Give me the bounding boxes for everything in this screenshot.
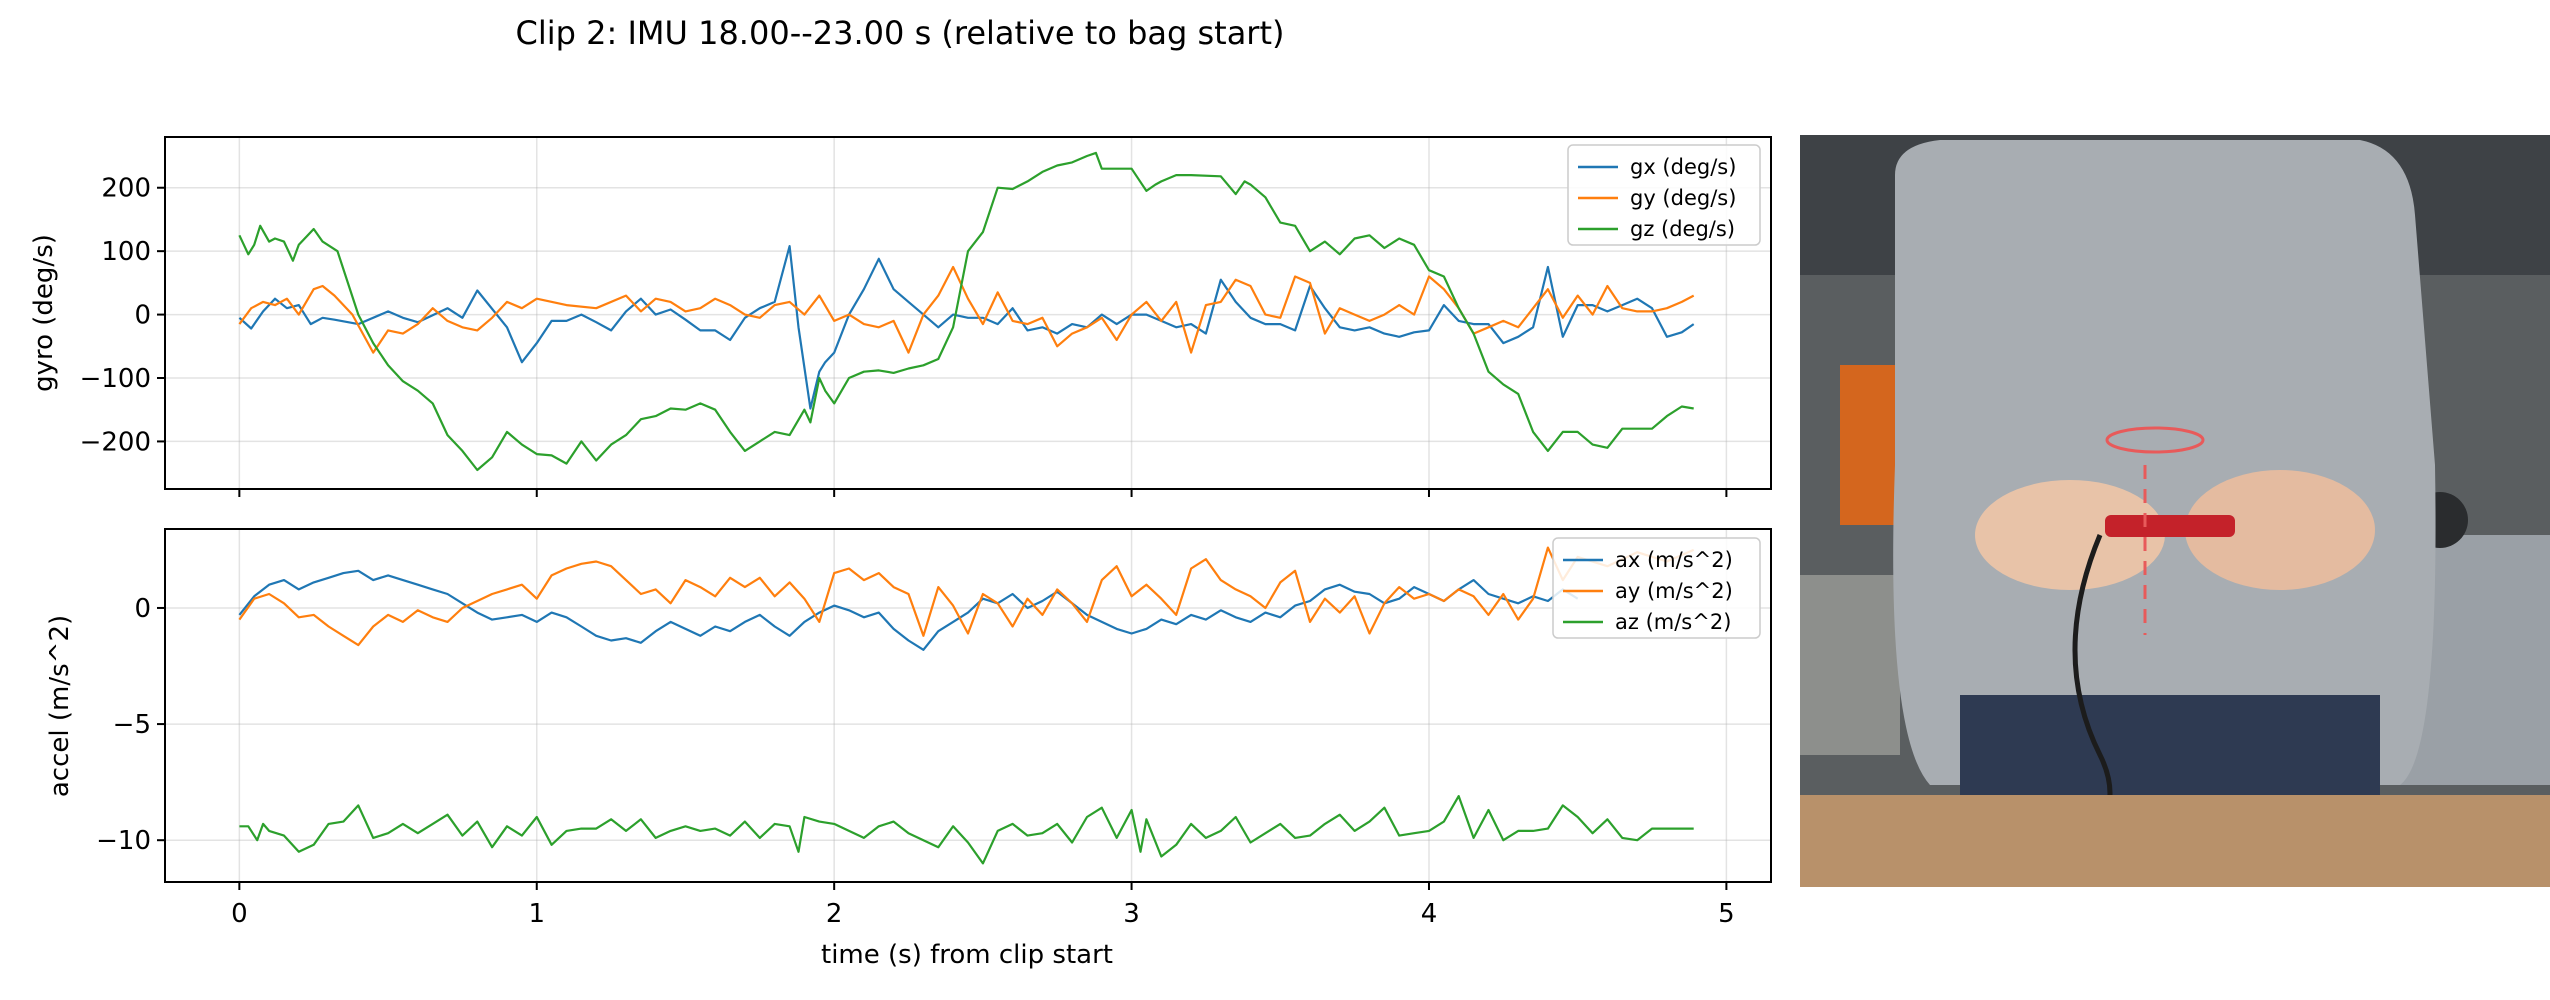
gyro-legend: gx (deg/s) gy (deg/s) gz (deg/s) (1567, 144, 1761, 246)
workbench-left (1800, 575, 1900, 755)
accel-legend: ax (m/s^2) ay (m/s^2) az (m/s^2) (1552, 537, 1761, 639)
accel-xtick-label-0: 0 (231, 899, 248, 929)
imu-sensor (2105, 515, 2235, 537)
gyro-ticks: −200 −100 0 100 200 (80, 174, 1728, 497)
gyro-ytick-label-3: 100 (101, 237, 151, 267)
accel-series-ax (238, 569, 1579, 651)
accel-xtick-label-1: 1 (528, 899, 545, 929)
accel-xtick-label-4: 4 (1421, 899, 1438, 929)
rotation-indicator-icon (2105, 426, 2205, 454)
accel-ylabel: accel (m/s^2) (45, 615, 75, 797)
gyro-legend-label-2: gz (deg/s) (1630, 217, 1735, 241)
accel-xlabel: time (s) from clip start (821, 940, 1113, 970)
accel-ytick-label-1: −5 (113, 710, 151, 740)
accel-grid (165, 529, 1771, 882)
gyro-legend-label-1: gy (deg/s) (1630, 186, 1736, 210)
accel-legend-label-0: ax (m/s^2) (1615, 548, 1733, 572)
gyro-ytick-label-2: 0 (134, 301, 151, 331)
video-frame-image (1800, 135, 2550, 887)
video-frame (1800, 135, 2550, 887)
gyro-ylabel: gyro (deg/s) (29, 234, 59, 392)
gyro-axes-frame (164, 136, 1772, 490)
figure-title: Clip 2: IMU 18.00--23.00 s (relative to … (516, 14, 1285, 52)
gyro-series-gx (238, 245, 1695, 410)
accel-chart: 0 1 2 3 4 5 −10 −5 0 accel (m/s^2) time (s) from… (45, 528, 1772, 970)
accel-ytick-label-0: −10 (96, 826, 151, 856)
table-surface (1800, 795, 2550, 887)
accel-series-ay (238, 546, 1695, 647)
right-hand (2185, 470, 2375, 590)
gyro-ytick-label-4: 200 (101, 174, 151, 204)
accel-axes-frame (164, 528, 1772, 883)
sweatshirt (1893, 140, 2436, 785)
gyro-series-lines (238, 151, 1695, 472)
accel-series-az (239, 794, 1694, 865)
gyro-series-gz (238, 151, 1694, 472)
accel-legend-box (1552, 537, 1761, 639)
accel-series-lines (238, 546, 1695, 865)
left-hand (1975, 480, 2165, 590)
accel-ticks: 0 1 2 3 4 5 −10 −5 0 (96, 594, 1735, 929)
accel-xtick-label-2: 2 (826, 899, 843, 929)
accel-xtick-label-5: 5 (1718, 899, 1735, 929)
gyro-legend-box (1567, 144, 1761, 246)
accel-xtick-label-3: 3 (1123, 899, 1140, 929)
gyro-legend-label-0: gx (deg/s) (1630, 155, 1736, 179)
gyro-ytick-label-0: −200 (80, 427, 151, 457)
accel-ytick-label-2: 0 (134, 594, 151, 624)
accel-legend-label-1: ay (m/s^2) (1615, 579, 1733, 603)
accel-legend-label-2: az (m/s^2) (1615, 610, 1731, 634)
gyro-ytick-label-1: −100 (80, 364, 151, 394)
